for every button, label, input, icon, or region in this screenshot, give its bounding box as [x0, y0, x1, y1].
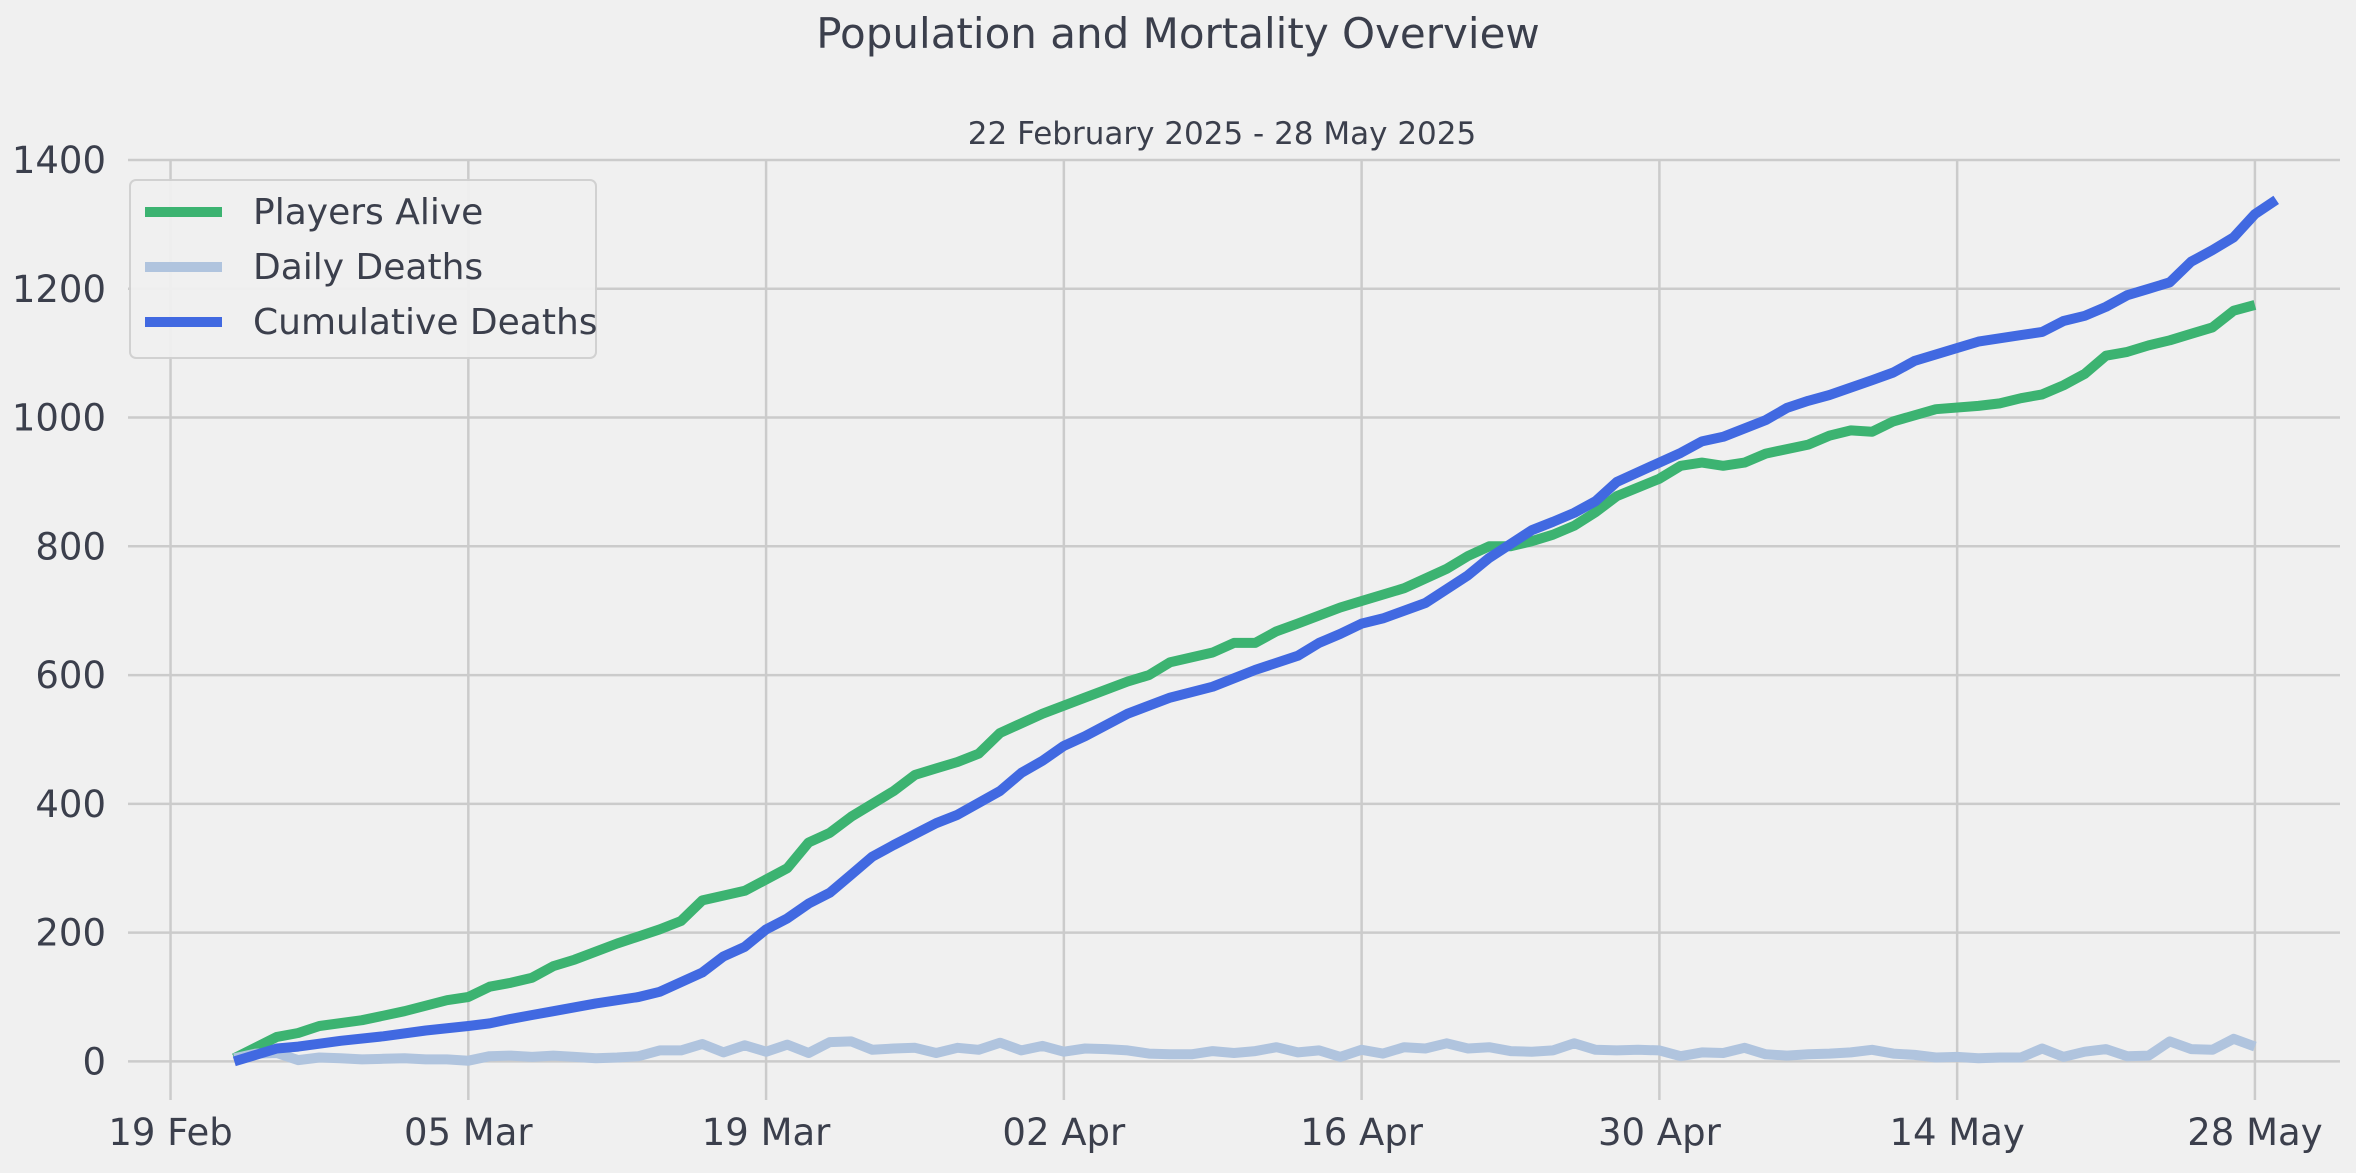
chart-subtitle: 22 February 2025 - 28 May 2025	[968, 116, 1476, 152]
chart-title: Population and Mortality Overview	[816, 9, 1540, 58]
x-tick-label: 16 Apr	[1300, 1111, 1424, 1154]
legend-label-cumulative-deaths: Cumulative Deaths	[253, 302, 598, 343]
series-line-players-alive	[232, 300, 2257, 1063]
x-tick-label: 28 May	[2187, 1111, 2322, 1154]
legend: Players Alive Daily Deaths Cumulative Deat…	[129, 179, 598, 359]
y-tick-label: 1400	[12, 139, 106, 182]
x-tick-label: 19 Mar	[702, 1111, 831, 1154]
series-lines	[232, 195, 2279, 1067]
y-tick-label: 800	[35, 525, 106, 568]
series-line-daily-deaths	[233, 1033, 2257, 1066]
x-tick-label: 14 May	[1889, 1111, 2024, 1154]
x-tick-label: 19 Feb	[108, 1111, 232, 1154]
legend-label-players-alive: Players Alive	[253, 192, 483, 233]
y-axis-ticks: 0 200 400 600 800 1000 1200 1400	[12, 139, 106, 1083]
y-tick-label: 1200	[12, 268, 106, 311]
y-tick-label: 400	[35, 783, 106, 826]
series-line-cumulative-deaths	[232, 195, 2279, 1067]
y-tick-label: 0	[82, 1040, 106, 1083]
legend-label-daily-deaths: Daily Deaths	[253, 247, 483, 288]
grid-lines	[128, 158, 2340, 1100]
x-axis-ticks: 19 Feb 05 Mar 19 Mar 02 Apr 16 Apr 30 Apr 14 M…	[108, 1111, 2322, 1154]
legend-box	[129, 179, 597, 359]
x-tick-label: 05 Mar	[404, 1111, 533, 1154]
x-tick-label: 30 Apr	[1598, 1111, 1722, 1154]
y-tick-label: 600	[35, 654, 106, 697]
y-tick-label: 200	[35, 912, 106, 955]
x-tick-label: 02 Apr	[1002, 1111, 1126, 1154]
y-tick-label: 1000	[12, 397, 106, 440]
